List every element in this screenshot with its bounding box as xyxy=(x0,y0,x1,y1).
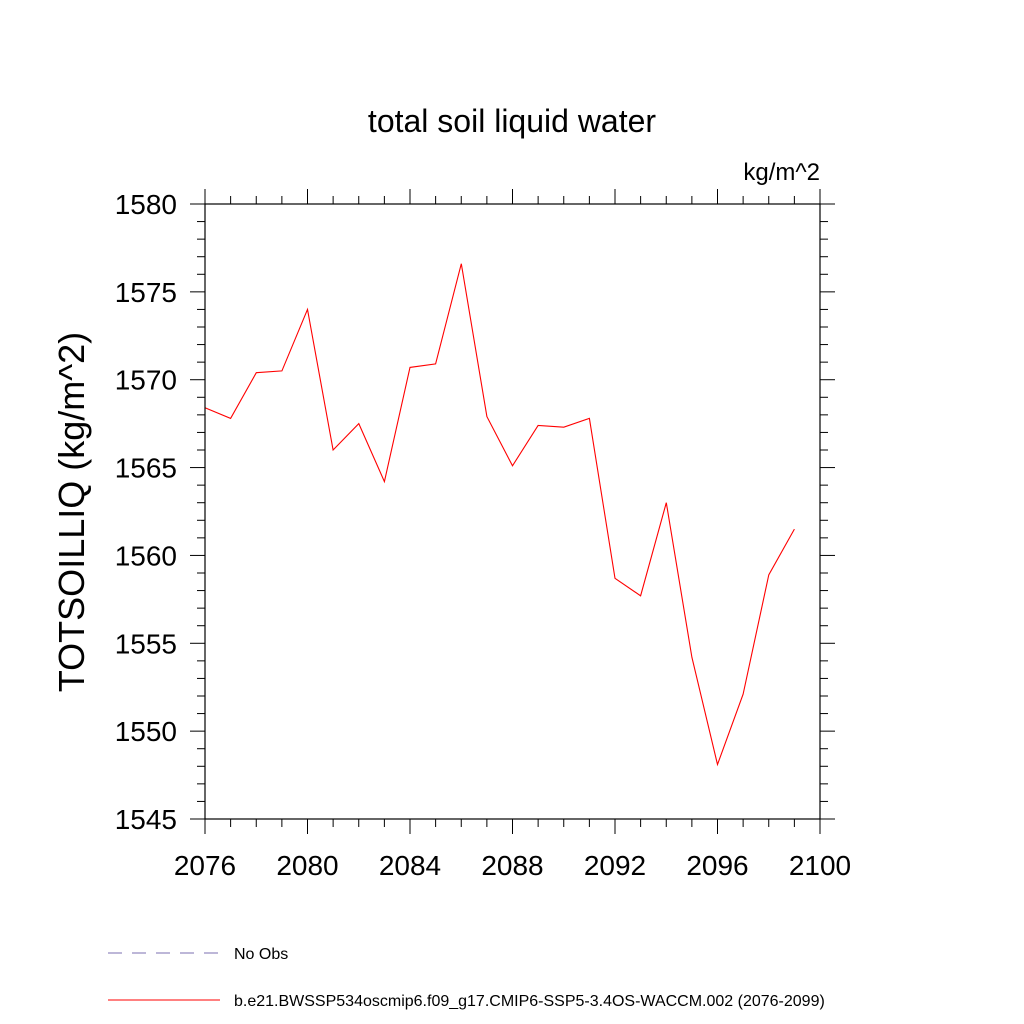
legend: No Obs b.e21.BWSSP534oscmip6.f09_g17.CMIP… xyxy=(108,946,825,1010)
axis-ticks xyxy=(190,189,835,834)
y-tick-label: 1560 xyxy=(115,540,177,571)
x-tick-label: 2088 xyxy=(481,850,543,881)
chart-title: total soil liquid water xyxy=(368,103,656,139)
plot-frame xyxy=(204,203,821,820)
series-group xyxy=(204,263,795,767)
x-tick-label: 2092 xyxy=(584,850,646,881)
y-axis-label: TOTSOILLIQ (kg/m^2) xyxy=(51,332,92,692)
units-label: kg/m^2 xyxy=(743,159,820,186)
x-tick-label: 2100 xyxy=(789,850,851,881)
x-tick-label: 2084 xyxy=(379,850,441,881)
x-tick-label: 2076 xyxy=(174,850,236,881)
legend-label: b.e21.BWSSP534oscmip6.f09_g17.CMIP6-SSP5… xyxy=(234,993,825,1010)
x-tick-label: 2096 xyxy=(686,850,748,881)
series-line xyxy=(204,263,795,767)
y-tick-label: 1570 xyxy=(115,365,177,396)
x-tick-label: 2080 xyxy=(276,850,338,881)
y-tick-label: 1580 xyxy=(115,189,177,220)
legend-label: No Obs xyxy=(234,946,288,963)
y-tick-label: 1550 xyxy=(115,716,177,747)
y-tick-label: 1575 xyxy=(115,277,177,308)
y-tick-label: 1545 xyxy=(115,804,177,835)
axis-tick-labels: 1545 1550 1555 1560 1565 1570 1575 1580 2076 2080… xyxy=(115,189,851,881)
y-tick-label: 1555 xyxy=(115,628,177,659)
y-tick-label: 1565 xyxy=(115,453,177,484)
